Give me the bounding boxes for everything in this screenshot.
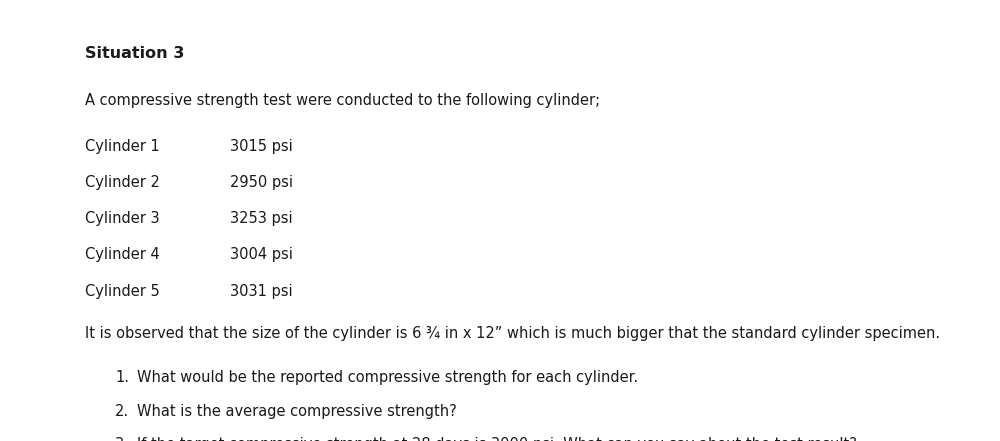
Text: Cylinder 5: Cylinder 5 bbox=[85, 284, 160, 299]
Text: 3015 psi: 3015 psi bbox=[230, 139, 293, 154]
Text: Cylinder 4: Cylinder 4 bbox=[85, 247, 160, 262]
Text: What would be the reported compressive strength for each cylinder.: What would be the reported compressive s… bbox=[137, 370, 638, 385]
Text: Cylinder 3: Cylinder 3 bbox=[85, 211, 160, 226]
Text: 3031 psi: 3031 psi bbox=[230, 284, 293, 299]
Text: 3253 psi: 3253 psi bbox=[230, 211, 293, 226]
Text: Cylinder 1: Cylinder 1 bbox=[85, 139, 160, 154]
Text: 2.: 2. bbox=[115, 404, 129, 419]
Text: 3.: 3. bbox=[115, 437, 129, 441]
Text: What is the average compressive strength?: What is the average compressive strength… bbox=[137, 404, 457, 419]
Text: It is observed that the size of the cylinder is 6 ¾ in x 12” which is much bigge: It is observed that the size of the cyli… bbox=[85, 326, 940, 341]
Text: 1.: 1. bbox=[115, 370, 129, 385]
Text: Cylinder 2: Cylinder 2 bbox=[85, 175, 160, 190]
Text: If the target compressive strength at 28 days is 3000 psi, What can you say abou: If the target compressive strength at 28… bbox=[137, 437, 857, 441]
Text: A compressive strength test were conducted to the following cylinder;: A compressive strength test were conduct… bbox=[85, 93, 600, 108]
Text: Situation 3: Situation 3 bbox=[85, 46, 184, 61]
Text: 3004 psi: 3004 psi bbox=[230, 247, 293, 262]
Text: 2950 psi: 2950 psi bbox=[230, 175, 293, 190]
